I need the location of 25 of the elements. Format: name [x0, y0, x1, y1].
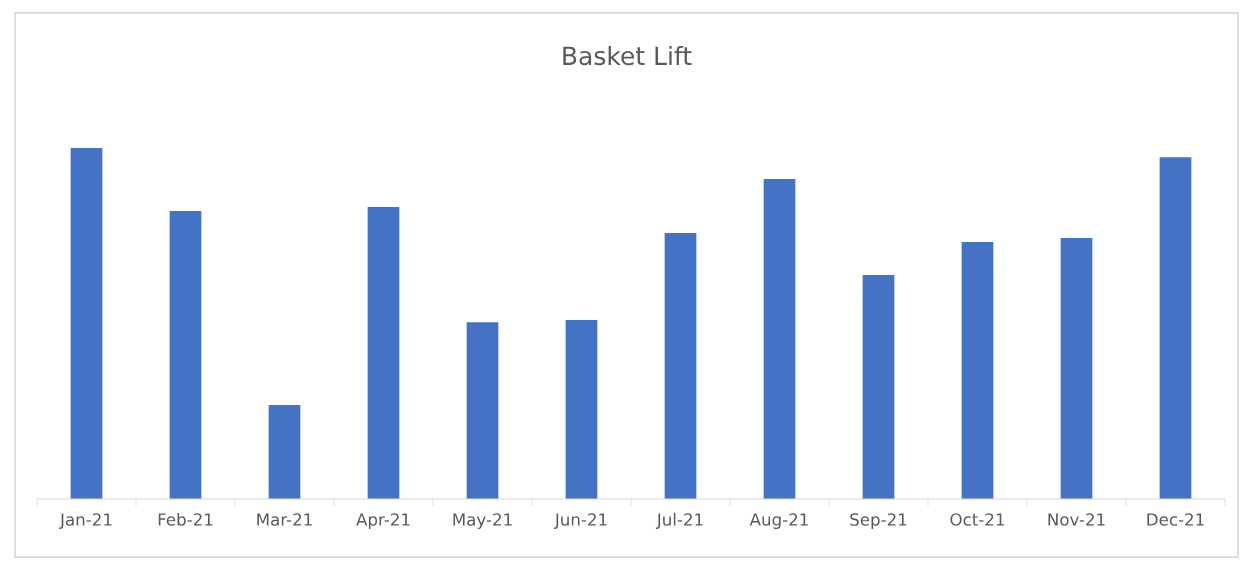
bar — [565, 320, 598, 499]
bar — [1060, 237, 1093, 499]
x-tick-label: Oct-21 — [950, 513, 1004, 526]
bar — [664, 233, 697, 499]
x-tick-label: Aug-21 — [749, 513, 808, 530]
x-tick-label: Jun-21 — [554, 513, 607, 529]
x-tick-label: Mar-21 — [257, 513, 312, 526]
x-tick-label: Apr-21 — [356, 513, 410, 530]
chart-title: Basket Lift — [563, 45, 692, 66]
x-tick-label: May-21 — [453, 513, 512, 530]
bar — [169, 210, 202, 499]
bar — [862, 275, 895, 499]
x-tick-label: Feb-21 — [158, 512, 213, 526]
bar — [367, 207, 400, 499]
bar — [268, 404, 301, 499]
x-tick-label: Jul-21 — [655, 512, 703, 529]
x-tick-label: Sep-21 — [850, 513, 907, 530]
x-tick-label: Dec-21 — [1147, 513, 1204, 526]
x-tick-label: Jan-21 — [59, 513, 112, 529]
bar — [1159, 157, 1192, 499]
bar — [70, 148, 103, 499]
bar — [763, 178, 796, 499]
bar — [961, 242, 994, 499]
x-tick-label: Nov-21 — [1048, 513, 1105, 526]
bar — [466, 322, 499, 499]
